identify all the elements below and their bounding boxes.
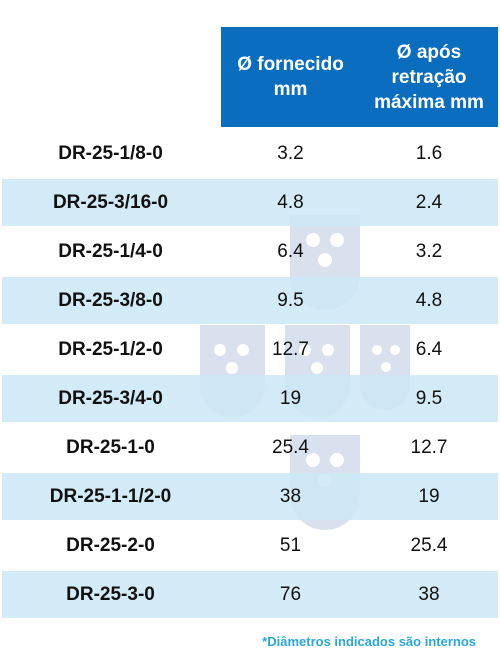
header-recovered-line-3: máxima mm [374,91,484,113]
part-number: DR-25-3-0 [66,583,155,605]
table-row: DR-25-3-0 76 38 [0,570,500,619]
header-supplied-diameter: Ø fornecido mm [221,27,360,127]
header-recovered-line-1: Ø após [396,41,462,63]
header-supplied-line-1: Ø fornecido [237,54,344,75]
supplied-diameter: 3.2 [277,142,304,164]
part-number: DR-25-1-0 [66,436,155,458]
recovered-diameter: 12.7 [410,436,448,458]
supplied-diameter: 19 [279,387,302,409]
part-number: DR-25-1/4-0 [58,240,163,262]
table-row: DR-25-3/8-0 9.5 4.8 [0,276,500,325]
recovered-diameter: 6.4 [415,338,443,360]
supplied-diameter: 38 [279,485,302,507]
table-row: DR-25-1/8-0 3.2 1.6 [0,129,500,178]
recovered-diameter: 38 [418,583,440,605]
part-number: DR-25-2-0 [66,534,155,556]
table-row: DR-25-3/16-0 4.8 2.4 [0,178,500,227]
recovered-diameter: 25.4 [410,534,448,556]
supplied-diameter: 51 [279,534,302,556]
footnote: *Diâmetros indicados são internos [262,634,476,649]
table-row: DR-25-1/2-0 12.7 6.4 [0,325,500,374]
recovered-diameter: 3.2 [415,240,443,262]
recovered-diameter: 19 [418,485,440,507]
recovered-diameter: 4.8 [415,289,443,311]
spec-table: DR-25-1/8-0 3.2 1.6 DR-25-3/16-0 4.8 2.4… [0,129,500,619]
part-number: DR-25-1/2-0 [58,338,163,360]
supplied-diameter: 25.4 [272,436,309,458]
part-number: DR-25-1-1/2-0 [49,485,172,507]
part-number: DR-25-1/8-0 [58,142,163,164]
supplied-diameter: 12.7 [272,338,309,360]
supplied-diameter: 6.4 [277,240,304,262]
part-number: DR-25-3/16-0 [52,191,169,213]
table-row: DR-25-1-1/2-0 38 19 [0,472,500,521]
recovered-diameter: 1.6 [415,142,443,164]
table-row: DR-25-2-0 51 25.4 [0,521,500,570]
header-recovered-line-2: retração [391,66,467,88]
supplied-diameter: 9.5 [277,289,304,311]
part-number: DR-25-3/8-0 [58,289,163,311]
part-number: DR-25-3/4-0 [58,387,163,409]
header-recovered-diameter: Ø após retração máxima mm [360,27,498,127]
supplied-diameter: 4.8 [277,191,304,213]
table-row: DR-25-3/4-0 19 9.5 [0,374,500,423]
table-row: DR-25-1/4-0 6.4 3.2 [0,227,500,276]
recovered-diameter: 2.4 [415,191,443,213]
table-row: DR-25-1-0 25.4 12.7 [0,423,500,472]
header-supplied-line-2: mm [273,79,308,100]
recovered-diameter: 9.5 [415,387,443,409]
table-header: Ø fornecido mm Ø após retração máxima mm [221,27,498,127]
supplied-diameter: 76 [279,583,302,605]
